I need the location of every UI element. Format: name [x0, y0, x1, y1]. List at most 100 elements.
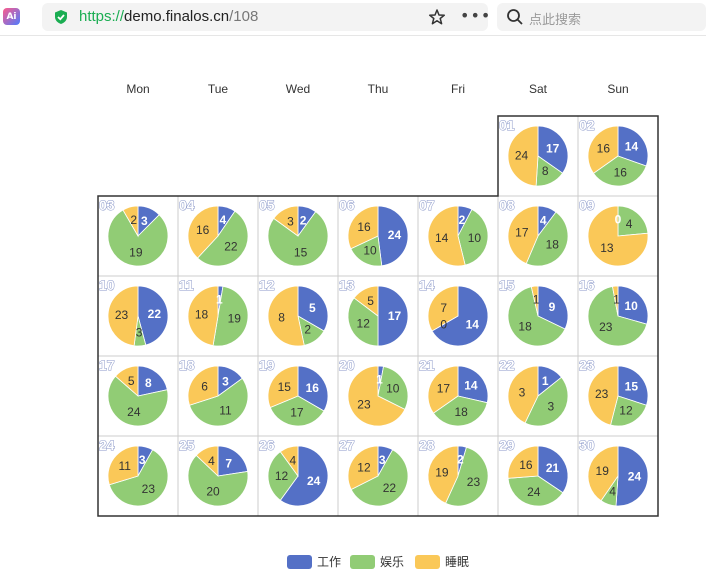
- pie-slice-sleep[interactable]: [267, 285, 305, 347]
- favorite-star-icon[interactable]: [428, 8, 446, 26]
- day-cell-05[interactable]: 2 15 3 05: [257, 195, 339, 277]
- pie-slice-sleep[interactable]: [353, 285, 379, 317]
- legend-item-play[interactable]: 娱乐: [350, 553, 404, 570]
- pie-slice-work[interactable]: [537, 285, 569, 330]
- pie-slice-play[interactable]: [350, 449, 409, 507]
- pie-slice-work[interactable]: [457, 365, 489, 404]
- day-cell-16[interactable]: 10 231 16: [577, 275, 659, 357]
- pie-slice-play[interactable]: [108, 449, 169, 507]
- pie-slice-play[interactable]: [187, 454, 249, 507]
- pie-slice-work[interactable]: [537, 125, 569, 174]
- pie-slice-sleep[interactable]: [587, 365, 619, 426]
- pie-slice-sleep[interactable]: [427, 205, 466, 267]
- pie-slice-sleep[interactable]: [187, 205, 219, 259]
- pie-slice-work[interactable]: [617, 365, 649, 406]
- pie-slice-sleep[interactable]: [107, 445, 139, 486]
- address-bar[interactable]: https://demo.finalos.cn/108 •••: [42, 3, 490, 31]
- pie-slice-play[interactable]: [188, 377, 249, 427]
- pie-slice-play[interactable]: [587, 286, 648, 347]
- pie-slice-play[interactable]: [197, 210, 249, 267]
- day-cell-25[interactable]: 7 20 4 25: [177, 435, 259, 517]
- pie-slice-play[interactable]: [347, 297, 379, 347]
- pie-slice-sleep[interactable]: [195, 445, 219, 477]
- pie-slice-work[interactable]: [377, 285, 409, 347]
- pie-slice-sleep[interactable]: [347, 205, 379, 250]
- day-cell-20[interactable]: 110 23 20: [337, 355, 419, 437]
- day-cell-07[interactable]: 210 14 07: [417, 195, 499, 277]
- pie-slice-play[interactable]: [445, 446, 489, 507]
- pie-slice-play[interactable]: [107, 375, 169, 427]
- pie-slice-work[interactable]: [615, 445, 649, 507]
- pie-slice-work[interactable]: [137, 365, 168, 397]
- day-cell-18[interactable]: 3 11 6 18: [177, 355, 259, 437]
- pie-slice-sleep[interactable]: [507, 445, 539, 479]
- day-cell-01[interactable]: 17 8 24 01: [497, 115, 579, 197]
- pie-slice-play[interactable]: [107, 209, 169, 267]
- pie-slice-sleep[interactable]: [507, 365, 539, 424]
- pie-slice-sleep[interactable]: [612, 285, 619, 317]
- legend-item-work[interactable]: 工作: [287, 553, 341, 570]
- pie-slice-play[interactable]: [524, 376, 569, 427]
- pie-slice-work[interactable]: [617, 125, 649, 167]
- day-cell-11[interactable]: 1 19 18 11: [177, 275, 259, 357]
- app-logo-icon[interactable]: Ai: [3, 8, 20, 25]
- pie-slice-work[interactable]: [217, 445, 249, 477]
- pie-slice-play[interactable]: [617, 205, 649, 237]
- day-cell-29[interactable]: 21 24 16 29: [497, 435, 579, 517]
- pie-slice-play[interactable]: [610, 395, 648, 427]
- pie-slice-work[interactable]: [617, 285, 649, 325]
- pie-slice-play[interactable]: [592, 155, 647, 187]
- pie-slice-sleep[interactable]: [347, 445, 379, 491]
- pie-slice-sleep[interactable]: [273, 205, 299, 237]
- search-box[interactable]: 点此搜索: [497, 3, 706, 31]
- pie-slice-play[interactable]: [377, 366, 409, 410]
- pie-slice-play[interactable]: [432, 395, 488, 427]
- day-cell-03[interactable]: 3 19 2 03: [97, 195, 179, 277]
- pie-slice-sleep[interactable]: [279, 445, 299, 478]
- pie-slice-work[interactable]: [537, 445, 569, 494]
- pie-slice-sleep[interactable]: [267, 365, 299, 409]
- day-cell-13[interactable]: 17 12 5 13: [337, 275, 419, 357]
- pie-slice-work[interactable]: [137, 285, 169, 346]
- day-cell-15[interactable]: 9 181 15: [497, 275, 579, 357]
- pie-slice-play[interactable]: [267, 451, 299, 501]
- pie-slice-work[interactable]: [297, 365, 329, 412]
- day-cell-10[interactable]: 22 3 23 10: [97, 275, 179, 357]
- pie-slice-sleep[interactable]: [587, 205, 649, 267]
- pie-slice-play[interactable]: [525, 211, 569, 267]
- pie-slice-play[interactable]: [507, 475, 564, 507]
- day-cell-17[interactable]: 8 24 5 17: [97, 355, 179, 437]
- pie-slice-work[interactable]: [431, 285, 489, 347]
- pie-slice-work[interactable]: [279, 445, 329, 507]
- pie-slice-sleep[interactable]: [530, 285, 539, 317]
- pie-slice-work[interactable]: [377, 205, 409, 267]
- pie-slice-sleep[interactable]: [114, 365, 139, 397]
- url-text[interactable]: https://demo.finalos.cn/108: [79, 8, 258, 25]
- day-cell-12[interactable]: 5 2 8 12: [257, 275, 339, 357]
- pie-slice-sleep[interactable]: [507, 205, 539, 265]
- pie-slice-sleep[interactable]: [427, 285, 459, 332]
- day-cell-14[interactable]: 14 0 7 14: [417, 275, 499, 357]
- pie-slice-sleep[interactable]: [507, 125, 539, 187]
- pie-slice-play[interactable]: [350, 235, 383, 267]
- pie-slice-play[interactable]: [507, 286, 566, 347]
- pie-slice-sleep[interactable]: [347, 365, 406, 427]
- legend-item-sleep[interactable]: 睡眠: [415, 553, 469, 570]
- pie-slice-sleep[interactable]: [187, 365, 219, 406]
- pie-slice-sleep[interactable]: [107, 285, 139, 347]
- day-cell-26[interactable]: 24 124 26: [257, 435, 339, 517]
- day-cell-22[interactable]: 1 3 3 22: [497, 355, 579, 437]
- day-cell-09[interactable]: 0 4 13 09: [577, 195, 659, 277]
- pie-slice-sleep[interactable]: [427, 445, 459, 504]
- pie-slice-play[interactable]: [269, 395, 325, 427]
- pie-slice-sleep[interactable]: [122, 205, 139, 238]
